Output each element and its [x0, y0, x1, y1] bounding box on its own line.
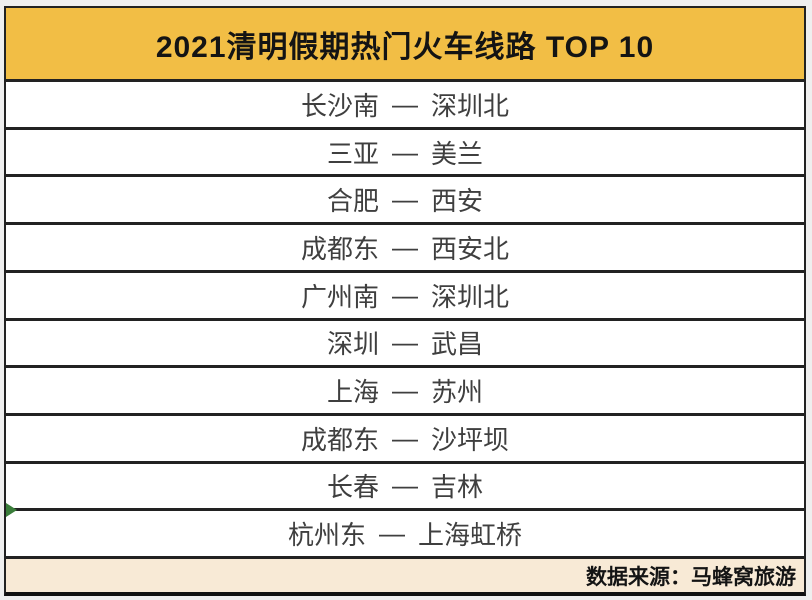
- route-row: 合肥 — 西安: [6, 177, 804, 226]
- route-from: 上海: [326, 377, 379, 408]
- route-to: 深圳北: [431, 281, 510, 312]
- route-separator: —: [392, 279, 418, 310]
- route-from: 合肥: [326, 186, 379, 217]
- route-from: 长春: [326, 472, 379, 503]
- route-rows: 长沙南 — 深圳北 三亚 — 美兰 合肥 — 西安 成都东 — 西安北 广州南 …: [6, 82, 804, 560]
- route-to: 上海虹桥: [418, 520, 523, 551]
- route-separator: —: [392, 184, 418, 215]
- route-row: 长沙南 — 深圳北: [6, 82, 804, 130]
- route-from: 杭州东: [287, 520, 366, 551]
- route-from: 三亚: [326, 138, 379, 169]
- source-footer: 数据来源：马蜂窝旅游: [6, 559, 804, 592]
- route-separator: —: [392, 136, 418, 167]
- top10-table: 2021清明假期热门火车线路 TOP 10 长沙南 — 深圳北 三亚 — 美兰 …: [4, 6, 806, 596]
- route-from: 成都东: [300, 424, 379, 455]
- route-to: 苏州: [431, 377, 484, 408]
- green-corner-marker-icon: [6, 503, 17, 518]
- route-separator: —: [392, 375, 418, 406]
- route-row: 三亚 — 美兰: [6, 129, 804, 178]
- route-row: 杭州东 — 上海虹桥: [6, 503, 804, 560]
- route-from: 成都东: [300, 233, 379, 264]
- route-row: 成都东 — 沙坪坝: [6, 415, 804, 464]
- route-row: 长春 — 吉林: [6, 463, 804, 512]
- route-to: 美兰: [431, 138, 484, 169]
- route-to: 西安: [431, 186, 484, 217]
- data-source-label: 数据来源：马蜂窝旅游: [586, 565, 796, 589]
- route-to: 深圳北: [431, 90, 510, 121]
- route-separator: —: [392, 470, 418, 501]
- route-row: 广州南 — 深圳北: [6, 272, 804, 321]
- route-to: 西安北: [431, 233, 510, 264]
- route-from: 广州南: [300, 281, 379, 312]
- route-from: 深圳: [326, 329, 379, 360]
- route-separator: —: [392, 327, 418, 358]
- route-to: 吉林: [431, 472, 484, 503]
- route-separator: —: [392, 231, 418, 262]
- table-header: 2021清明假期热门火车线路 TOP 10: [6, 8, 804, 82]
- route-from: 长沙南: [300, 90, 379, 121]
- route-row: 上海 — 苏州: [6, 368, 804, 416]
- route-to: 沙坪坝: [431, 424, 510, 455]
- route-separator: —: [392, 422, 418, 453]
- route-to: 武昌: [431, 329, 484, 360]
- route-separator: —: [379, 518, 405, 549]
- route-separator: —: [392, 88, 418, 119]
- route-row: 深圳 — 武昌: [6, 320, 804, 369]
- page-title: 2021清明假期热门火车线路 TOP 10: [155, 30, 655, 64]
- route-row: 成都东 — 西安北: [6, 225, 804, 273]
